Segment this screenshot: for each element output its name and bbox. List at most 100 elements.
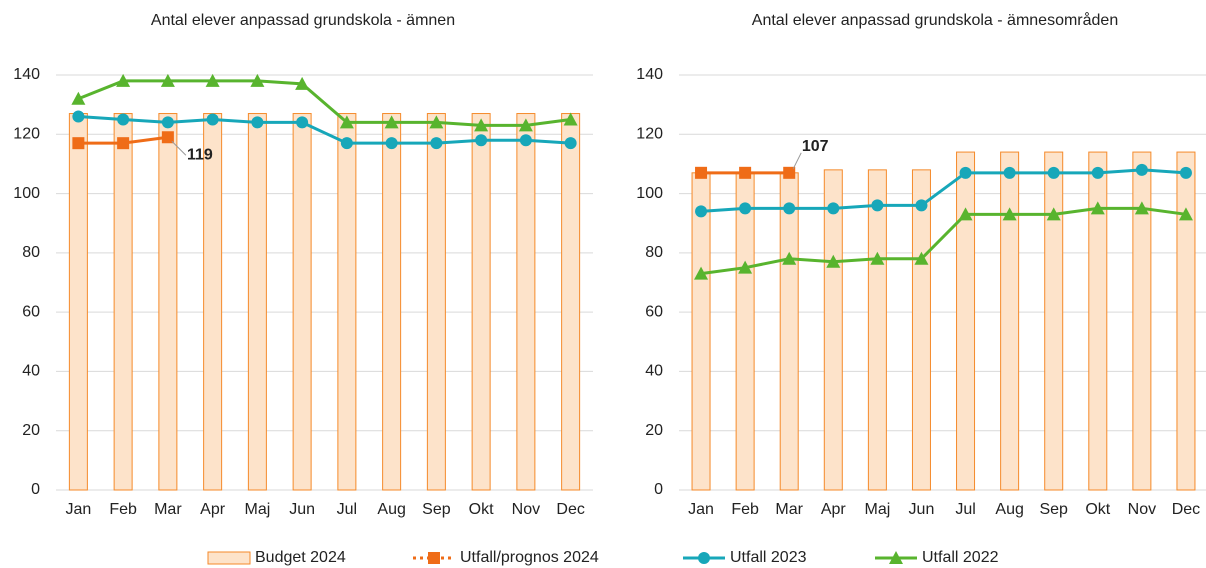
bar bbox=[867, 169, 887, 491]
point bbox=[475, 134, 488, 147]
point bbox=[739, 166, 752, 179]
point bbox=[1047, 166, 1060, 179]
label-leader bbox=[792, 152, 802, 170]
point bbox=[1134, 201, 1149, 215]
point bbox=[384, 115, 399, 129]
bar bbox=[779, 172, 799, 491]
legend-marker bbox=[889, 551, 903, 564]
bar bbox=[516, 113, 536, 491]
legend-marker bbox=[428, 552, 440, 564]
line bbox=[700, 168, 1187, 213]
point bbox=[564, 137, 577, 150]
y-tick-label: 80 bbox=[645, 244, 663, 261]
legend-swatch bbox=[207, 551, 251, 565]
point bbox=[1135, 163, 1148, 176]
x-tick-label: Apr bbox=[821, 501, 847, 518]
point bbox=[1179, 166, 1192, 179]
x-tick-label: Aug bbox=[377, 501, 405, 518]
point bbox=[117, 113, 130, 126]
point bbox=[205, 73, 220, 87]
bar bbox=[1088, 151, 1108, 491]
x-tick-label: Jan bbox=[688, 501, 714, 518]
y-tick-label: 0 bbox=[31, 481, 40, 498]
x-tick-label: Jun bbox=[289, 501, 315, 518]
bar bbox=[956, 151, 976, 491]
label-leader bbox=[171, 140, 187, 156]
point bbox=[695, 166, 708, 179]
point bbox=[1091, 166, 1104, 179]
x-tick-label: Feb bbox=[731, 501, 759, 518]
bar bbox=[1132, 151, 1152, 491]
point bbox=[1003, 166, 1016, 179]
point bbox=[563, 112, 578, 126]
x-tick-label: Jul bbox=[955, 501, 975, 518]
point bbox=[161, 116, 174, 129]
x-tick-label: Jul bbox=[337, 501, 357, 518]
line bbox=[700, 206, 1187, 276]
bar bbox=[113, 113, 133, 491]
point bbox=[1090, 201, 1105, 215]
bar bbox=[735, 172, 755, 491]
bar bbox=[337, 113, 357, 491]
legend-marker bbox=[698, 552, 710, 564]
bar bbox=[426, 113, 446, 491]
point bbox=[250, 73, 265, 87]
point bbox=[738, 260, 753, 274]
bar bbox=[823, 169, 843, 491]
legend-label: Utfall/prognos 2024 bbox=[460, 549, 599, 566]
point bbox=[783, 202, 796, 215]
y-tick-label: 120 bbox=[13, 126, 40, 143]
y-tick-label: 60 bbox=[22, 303, 40, 320]
point bbox=[71, 91, 86, 105]
point bbox=[914, 251, 929, 265]
point bbox=[206, 113, 219, 126]
point bbox=[959, 166, 972, 179]
chart-title: Antal elever anpassad grundskola - ämnen bbox=[151, 12, 455, 29]
point bbox=[429, 115, 444, 129]
point bbox=[385, 137, 398, 150]
x-tick-label: Sep bbox=[422, 501, 451, 518]
x-tick-label: Dec bbox=[556, 501, 584, 518]
point bbox=[826, 254, 841, 268]
y-tick-label: 0 bbox=[654, 481, 663, 498]
point bbox=[827, 202, 840, 215]
y-tick-label: 100 bbox=[13, 185, 40, 202]
bar bbox=[247, 113, 267, 491]
point bbox=[72, 137, 85, 150]
point bbox=[694, 266, 709, 280]
point bbox=[296, 116, 309, 129]
point bbox=[695, 205, 708, 218]
point bbox=[519, 134, 532, 147]
x-tick-label: Dec bbox=[1172, 501, 1200, 518]
y-tick-label: 140 bbox=[13, 66, 40, 83]
x-tick-label: Nov bbox=[1128, 501, 1156, 518]
x-tick-label: Okt bbox=[469, 501, 494, 518]
bar bbox=[471, 113, 491, 491]
bar bbox=[158, 113, 178, 491]
y-tick-label: 40 bbox=[22, 363, 40, 380]
y-tick-label: 20 bbox=[645, 422, 663, 439]
legend-label: Budget 2024 bbox=[255, 549, 346, 566]
point bbox=[783, 166, 796, 179]
x-tick-label: Maj bbox=[244, 501, 270, 518]
point bbox=[161, 131, 174, 144]
x-tick-label: Aug bbox=[995, 501, 1023, 518]
x-tick-label: Nov bbox=[512, 501, 540, 518]
point bbox=[915, 199, 928, 212]
bar bbox=[911, 169, 931, 491]
x-tick-label: Maj bbox=[864, 501, 890, 518]
line bbox=[77, 79, 571, 127]
point bbox=[782, 251, 797, 265]
y-tick-label: 20 bbox=[22, 422, 40, 439]
point bbox=[474, 118, 489, 132]
point bbox=[1046, 207, 1061, 221]
x-tick-label: Jun bbox=[909, 501, 935, 518]
line bbox=[78, 115, 571, 145]
point bbox=[430, 137, 443, 150]
y-tick-label: 80 bbox=[22, 244, 40, 261]
x-tick-label: Mar bbox=[775, 501, 803, 518]
legend-label: Utfall 2023 bbox=[730, 549, 807, 566]
bar bbox=[203, 113, 223, 491]
y-tick-label: 100 bbox=[636, 185, 663, 202]
point bbox=[251, 116, 264, 129]
